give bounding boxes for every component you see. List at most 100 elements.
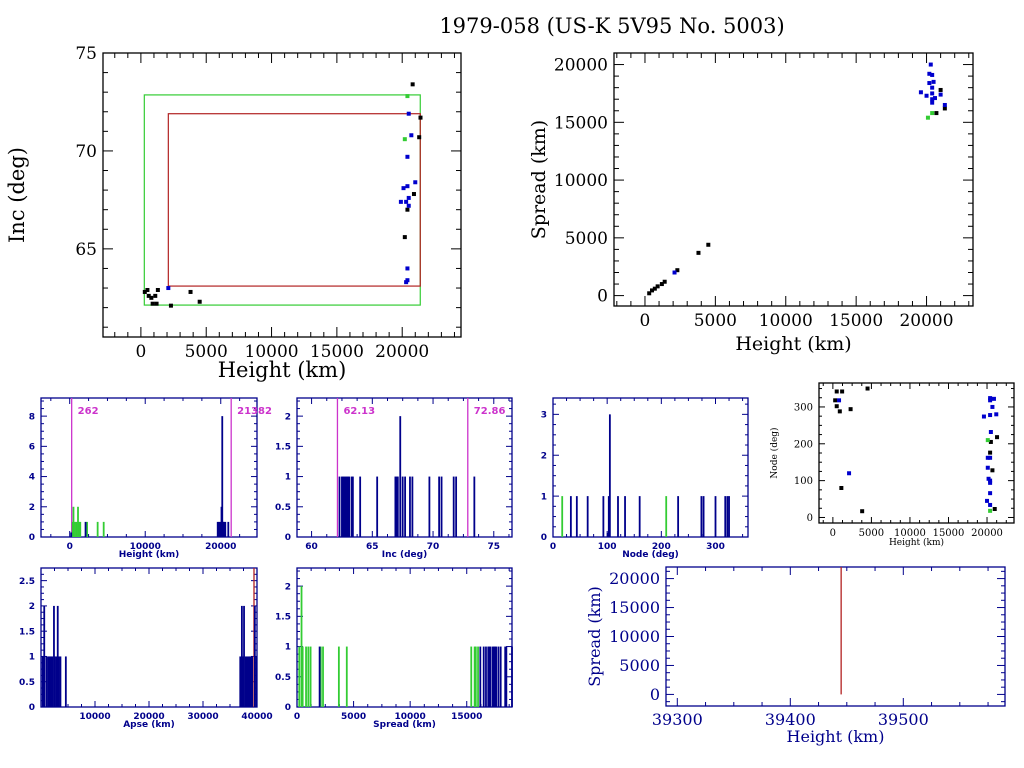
point — [865, 386, 870, 391]
bar — [495, 646, 498, 707]
page-title: 1979-058 (US-K 5V95 No. 5003) — [439, 14, 785, 38]
bar — [624, 496, 626, 537]
point — [655, 284, 660, 289]
plot-frame — [296, 567, 513, 708]
point — [942, 102, 947, 107]
bar — [74, 521, 76, 537]
bar — [242, 656, 244, 707]
point — [404, 199, 409, 204]
bar — [255, 656, 258, 707]
point — [988, 396, 993, 401]
x-tick-label: 0 — [135, 342, 146, 362]
bar — [322, 646, 324, 707]
bar — [396, 476, 399, 537]
point — [985, 438, 990, 443]
bar — [491, 646, 494, 707]
y-tick-label: 0.5 — [19, 678, 35, 688]
point — [860, 509, 865, 514]
bar — [318, 646, 321, 707]
x-tick-label: 300 — [706, 542, 725, 552]
point — [927, 71, 932, 76]
x-axis-label: Height (km) — [735, 333, 851, 355]
bar — [665, 496, 668, 537]
point — [406, 195, 411, 200]
bar — [438, 476, 441, 537]
bar — [48, 656, 50, 707]
marker-label: 72.86 — [474, 406, 506, 417]
y-tick-label: 2 — [29, 503, 35, 513]
y-tick-label: 70 — [75, 142, 97, 162]
bar — [345, 476, 348, 537]
chart-inc-histogram: 60 65 70 75 0 0.5 1 1.5 2 Inc (deg) 62.13 72.86 — [275, 397, 513, 560]
bar — [440, 476, 443, 537]
bar — [494, 646, 496, 707]
inner-box — [167, 113, 421, 287]
x-tick-label: 0 — [830, 528, 836, 539]
point — [405, 278, 410, 283]
bar — [477, 646, 479, 707]
y-tick-label: 0.5 — [275, 503, 291, 513]
bar — [479, 646, 482, 707]
bar — [305, 646, 307, 707]
bar — [72, 506, 75, 537]
y-tick-label: 1 — [285, 473, 291, 483]
point — [834, 404, 839, 409]
x-tick-label: 5000 — [185, 342, 228, 362]
x-tick-label: 15000 — [933, 528, 965, 539]
x-axis-label: Inc (deg) — [382, 550, 427, 560]
bar — [319, 646, 322, 707]
point — [145, 287, 150, 292]
x-tick-label: 5000 — [341, 712, 366, 722]
point — [647, 291, 652, 296]
point — [166, 286, 171, 291]
bar — [344, 476, 347, 537]
bar — [455, 476, 458, 537]
point — [650, 288, 655, 293]
y-axis-label: Node (deg) — [769, 427, 780, 478]
bar — [409, 476, 411, 537]
bar — [218, 521, 221, 537]
bar — [351, 476, 354, 537]
bar — [70, 532, 73, 537]
bar — [341, 476, 343, 537]
x-tick-label: 20000 — [971, 528, 1003, 539]
y-tick-label: 15000 — [609, 598, 660, 617]
bar — [79, 521, 82, 537]
y-tick-label: 1 — [541, 492, 547, 502]
point — [988, 413, 993, 418]
plot-frame — [818, 382, 1015, 524]
x-axis-label: Apse (km) — [123, 720, 175, 730]
bar — [700, 496, 703, 537]
point — [409, 133, 414, 138]
bar — [57, 656, 60, 707]
point — [932, 96, 937, 101]
point — [839, 486, 844, 490]
y-tick-label: 1 — [29, 653, 35, 663]
point — [150, 301, 155, 306]
x-tick-label: 65 — [366, 542, 379, 552]
bar — [499, 646, 502, 707]
point — [925, 115, 930, 120]
bar — [394, 476, 397, 537]
point — [142, 289, 147, 294]
y-tick-label: 0 — [29, 533, 35, 543]
plot-frame — [613, 52, 974, 307]
bar — [41, 656, 44, 707]
bar — [221, 416, 224, 537]
point — [149, 295, 154, 300]
x-tick-label: 0 — [67, 542, 73, 552]
y-tick-label: 10000 — [609, 627, 660, 646]
y-axis-label: Spread (km) — [585, 586, 604, 687]
point — [988, 430, 993, 434]
x-tick-label: 10000 — [759, 311, 813, 331]
bar — [77, 521, 80, 537]
bar — [250, 656, 252, 707]
bar — [714, 496, 717, 537]
bar — [84, 521, 87, 537]
plot-frame — [102, 52, 462, 338]
bar — [102, 521, 105, 537]
plot-frame — [665, 566, 1006, 707]
point — [675, 268, 680, 273]
x-tick-label: 20000 — [205, 542, 236, 552]
bar — [49, 656, 52, 707]
